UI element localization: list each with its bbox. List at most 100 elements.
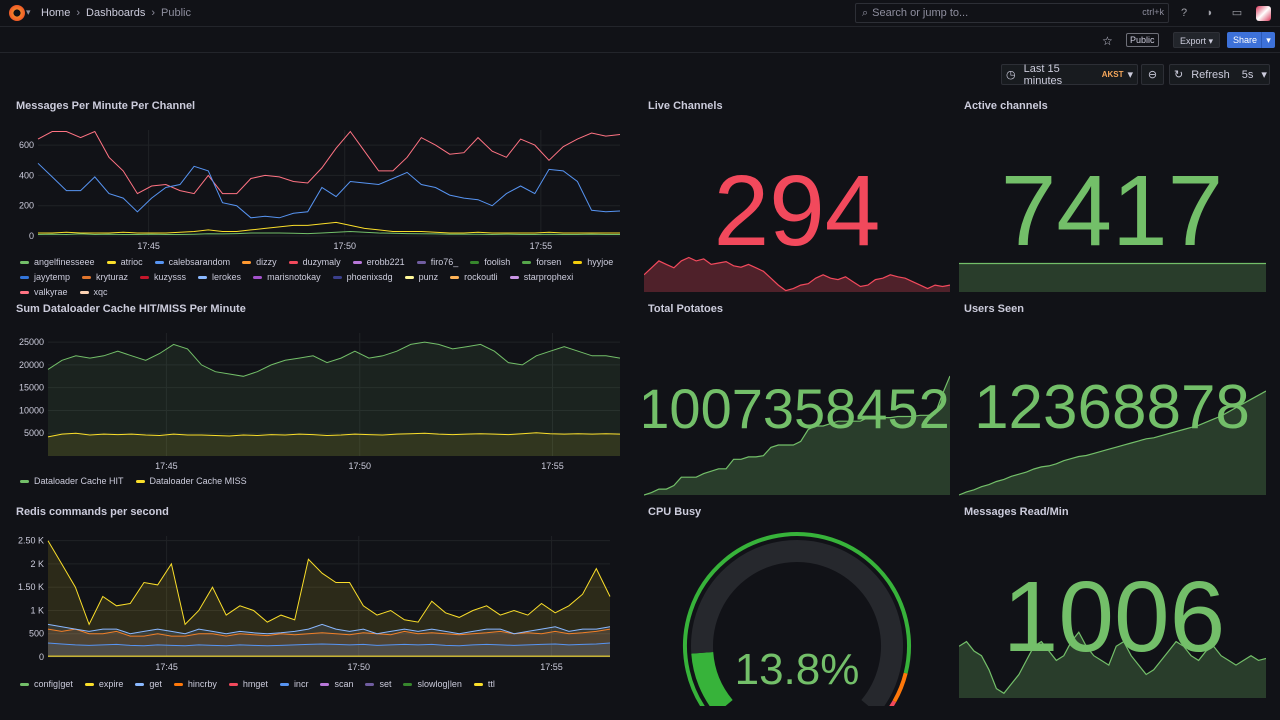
legend-item[interactable]: kuzysss — [140, 272, 186, 282]
legend-item[interactable]: Dataloader Cache HIT — [20, 476, 124, 486]
legend-item[interactable]: Dataloader Cache MISS — [135, 476, 247, 486]
series-line-incr[interactable] — [47, 642, 611, 647]
legend-item[interactable]: starprophexi — [509, 272, 574, 282]
legend-item[interactable]: rockoutli — [450, 272, 498, 282]
series-line-Dataloader-Cache-HIT[interactable] — [47, 341, 621, 377]
legend-item[interactable]: hmget — [228, 679, 268, 689]
legend-item[interactable]: kryturaz — [82, 272, 128, 282]
series-line-get[interactable] — [47, 623, 611, 635]
legend-swatch — [242, 260, 252, 264]
share-button[interactable]: Share — [1227, 32, 1264, 48]
legend-item[interactable]: config|get — [20, 679, 73, 689]
legend: config|get expire get hincrby hmget incr scan s… — [20, 679, 625, 689]
panel-dataloader-cache: Sum Dataloader Cache HIT/MISS Per Minute… — [0, 303, 630, 493]
legend-label: slowlog|len — [417, 679, 462, 689]
legend-item[interactable]: marisnotokay — [253, 272, 321, 282]
redis-chart[interactable]: 0 500 1 K 1.50 K 2 K 2.50 K 17:45 17:50 17:55 — [0, 526, 630, 676]
sparkline-line — [959, 390, 1266, 496]
y-tick-label: 5000 — [24, 428, 44, 438]
legend-label: incr — [293, 679, 309, 689]
series-line-atrioc[interactable] — [38, 221, 620, 234]
legend-item[interactable]: punz — [404, 272, 438, 282]
export-button[interactable]: Export ▾ — [1173, 32, 1221, 48]
legend-label: atrioc — [120, 257, 143, 267]
legend-item[interactable]: jayytemp — [20, 272, 70, 282]
x-tick-label: 17:50 — [348, 461, 371, 471]
series-area-Dataloader-Cache-HIT — [48, 342, 620, 456]
time-range-picker[interactable]: ◷ Last 15 minutes AKST ▾ — [1001, 63, 1138, 87]
legend-swatch — [154, 260, 164, 264]
legend-item[interactable]: calebsarandom — [154, 257, 230, 267]
legend-label: xqc — [93, 287, 108, 297]
legend-item[interactable]: dizzy — [242, 257, 277, 267]
legend-item[interactable]: erobb221 — [352, 257, 405, 267]
gauge-value: 13.8% — [735, 645, 860, 694]
refresh-button[interactable]: Refresh — [1191, 68, 1230, 81]
legend-item[interactable]: hincrby — [173, 679, 217, 689]
refresh-icon[interactable]: ↻ — [1174, 69, 1184, 81]
breadcrumb-home[interactable]: Home — [41, 7, 71, 19]
legend-item[interactable]: phoenixsdg — [332, 272, 393, 282]
legend-label: hyyjoe — [587, 257, 614, 267]
refresh-picker[interactable]: ↻ Refresh 5s ▾ — [1169, 64, 1270, 85]
legend-item[interactable]: ttl — [473, 679, 495, 689]
avatar[interactable] — [1256, 6, 1271, 21]
search-input[interactable] — [872, 7, 1113, 19]
legend-swatch — [135, 682, 145, 686]
active-channels-stat[interactable]: 7417 — [959, 120, 1266, 293]
series-line-expire[interactable] — [47, 540, 611, 626]
panel-users-seen: Users Seen 12368878 — [948, 303, 1266, 496]
news-icon[interactable]: ◗ — [1206, 7, 1214, 19]
panel-title: Sum Dataloader Cache HIT/MISS Per Minute — [16, 303, 246, 315]
legend-item[interactable]: valkyrae — [20, 287, 68, 297]
legend-item[interactable]: xqc — [79, 287, 108, 297]
total-potatoes-stat[interactable]: 1007358452 — [644, 323, 950, 496]
cpu-busy-gauge[interactable]: 13.8% — [644, 526, 950, 706]
clock-icon: ◷ — [1006, 69, 1016, 81]
grafana-logo-icon[interactable] — [9, 5, 25, 21]
legend-swatch — [84, 682, 94, 686]
gauge-threshold-orange — [892, 672, 908, 703]
dataloader-chart[interactable]: 5000 10000 15000 20000 25000 17:45 17:50 17:55 — [0, 323, 630, 473]
live-channels-stat[interactable]: 294 — [644, 120, 950, 293]
share-menu-chevron-icon[interactable]: ▾ — [1261, 32, 1275, 48]
legend-item[interactable]: hyyjoe — [573, 257, 613, 267]
series-line-calebsarandom[interactable] — [37, 162, 621, 219]
legend-item[interactable]: firo76_ — [416, 257, 458, 267]
legend-item[interactable]: duzymaly — [288, 257, 341, 267]
legend-item[interactable]: atrioc — [106, 257, 143, 267]
chevron-down-icon[interactable]: ▾ — [26, 7, 31, 17]
legend-swatch — [403, 682, 413, 686]
series-line-Dataloader-Cache-MISS[interactable] — [47, 432, 621, 438]
panel-title: CPU Busy — [648, 506, 702, 518]
users-seen-stat[interactable]: 12368878 — [959, 323, 1266, 496]
star-icon[interactable]: ☆ — [1102, 34, 1113, 48]
y-tick-label: 400 — [19, 170, 34, 180]
panel-title: Messages Read/Min — [964, 506, 1069, 518]
refresh-interval[interactable]: 5s — [1241, 68, 1254, 81]
help-icon[interactable]: ? — [1180, 7, 1188, 19]
legend-item[interactable]: get — [135, 679, 162, 689]
search-box[interactable]: ⌕ ctrl+k — [855, 3, 1169, 23]
sparkline-line — [644, 375, 950, 496]
legend-item[interactable]: set — [365, 679, 391, 689]
legend-label: starprophexi — [523, 272, 574, 282]
top-bar: ▾ Home › Dashboards › Public ⌕ ctrl+k ? … — [0, 0, 1280, 27]
legend-item[interactable]: scan — [320, 679, 353, 689]
dock-icon[interactable]: ▭ — [1231, 7, 1243, 19]
legend-item[interactable]: lerokes — [198, 272, 241, 282]
series-line-angelfinesseee[interactable] — [37, 230, 620, 236]
legend-item[interactable]: expire — [84, 679, 123, 689]
x-tick-label: 17:45 — [155, 662, 178, 672]
legend-item[interactable]: angelfinesseee — [20, 257, 95, 267]
messages-chart[interactable]: 0 200 400 600 17:45 17:50 17:55 — [0, 120, 630, 250]
legend-item[interactable]: forsen — [522, 257, 561, 267]
breadcrumb-dashboards[interactable]: Dashboards — [86, 7, 146, 19]
x-tick-label: 17:50 — [348, 662, 371, 672]
zoom-out-button[interactable]: ⊖ — [1141, 64, 1164, 85]
series-line-valkyrae[interactable] — [37, 130, 621, 195]
legend-item[interactable]: foolish — [470, 257, 510, 267]
legend-item[interactable]: slowlog|len — [403, 679, 462, 689]
legend-item[interactable]: incr — [279, 679, 309, 689]
messages-read-stat[interactable]: 1006 — [959, 526, 1266, 699]
